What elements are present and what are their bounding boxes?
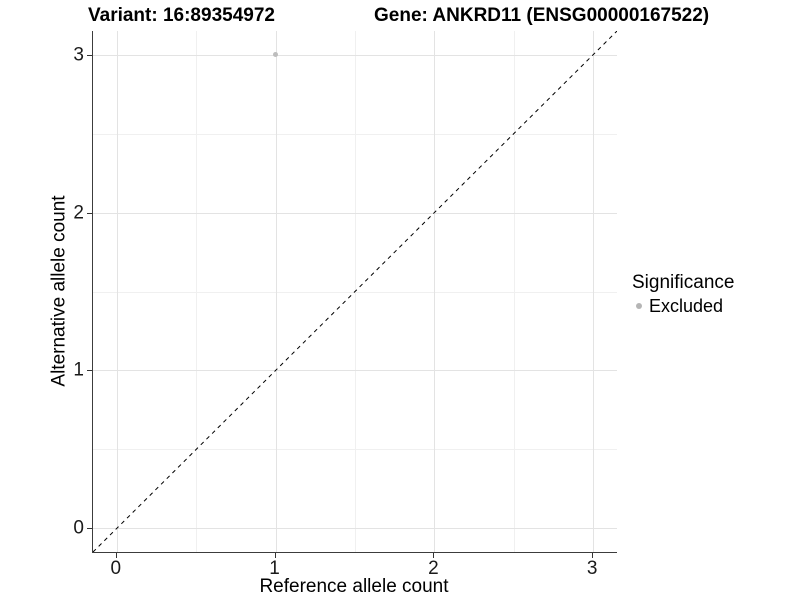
- legend-item-label: Excluded: [649, 295, 724, 316]
- y-tick-mark: [87, 54, 92, 56]
- grid-major-v: [116, 31, 118, 552]
- legend-item-excluded: Excluded: [626, 295, 734, 316]
- identity-line: [93, 31, 617, 552]
- y-axis-title: Alternative allele count: [48, 195, 70, 387]
- y-tick-label: 0: [73, 517, 84, 539]
- grid-major-v: [593, 31, 595, 552]
- x-tick-mark: [115, 553, 117, 558]
- legend: Significance Excluded: [626, 272, 734, 316]
- x-tick-label: 1: [269, 558, 280, 579]
- identity-line-layer: [93, 31, 617, 552]
- grid-major-h: [93, 54, 617, 56]
- plot-panel: [92, 31, 617, 553]
- variant-title: Variant: 16:89354972: [88, 5, 275, 26]
- y-tick-label: 1: [73, 359, 84, 381]
- excluded-point-icon: [636, 302, 642, 309]
- x-axis-ticks: [92, 553, 616, 558]
- x-axis-tick-labels: 0 1 2 3: [92, 559, 616, 579]
- grid-major-v: [434, 31, 436, 552]
- x-tick-label: 3: [586, 558, 598, 579]
- x-tick-label: 0: [110, 558, 122, 579]
- y-axis-tick-labels: 0 1 2 3: [38, 31, 84, 552]
- grid-major-h: [93, 212, 617, 214]
- y-tick-label: 3: [73, 44, 84, 66]
- grid-major-h: [93, 528, 617, 530]
- grid-major-v: [275, 31, 277, 552]
- y-tick-label: 2: [73, 202, 84, 224]
- grid-major-h: [93, 370, 617, 372]
- x-tick-mark: [433, 553, 435, 558]
- y-axis-ticks: [87, 31, 92, 552]
- x-tick-mark: [274, 553, 276, 558]
- y-tick-mark: [87, 212, 92, 214]
- x-axis-title: Reference allele count: [259, 576, 449, 597]
- data-point: [273, 52, 279, 58]
- x-tick-label: 2: [428, 558, 439, 579]
- y-tick-mark: [87, 528, 92, 530]
- x-tick-mark: [592, 553, 594, 558]
- gene-title: Gene: ANKRD11 (ENSG00000167522): [374, 5, 710, 26]
- grid-minor-h: [93, 449, 617, 451]
- grid-minor-h: [93, 133, 617, 135]
- legend-title: Significance: [632, 272, 735, 293]
- y-tick-mark: [87, 370, 92, 372]
